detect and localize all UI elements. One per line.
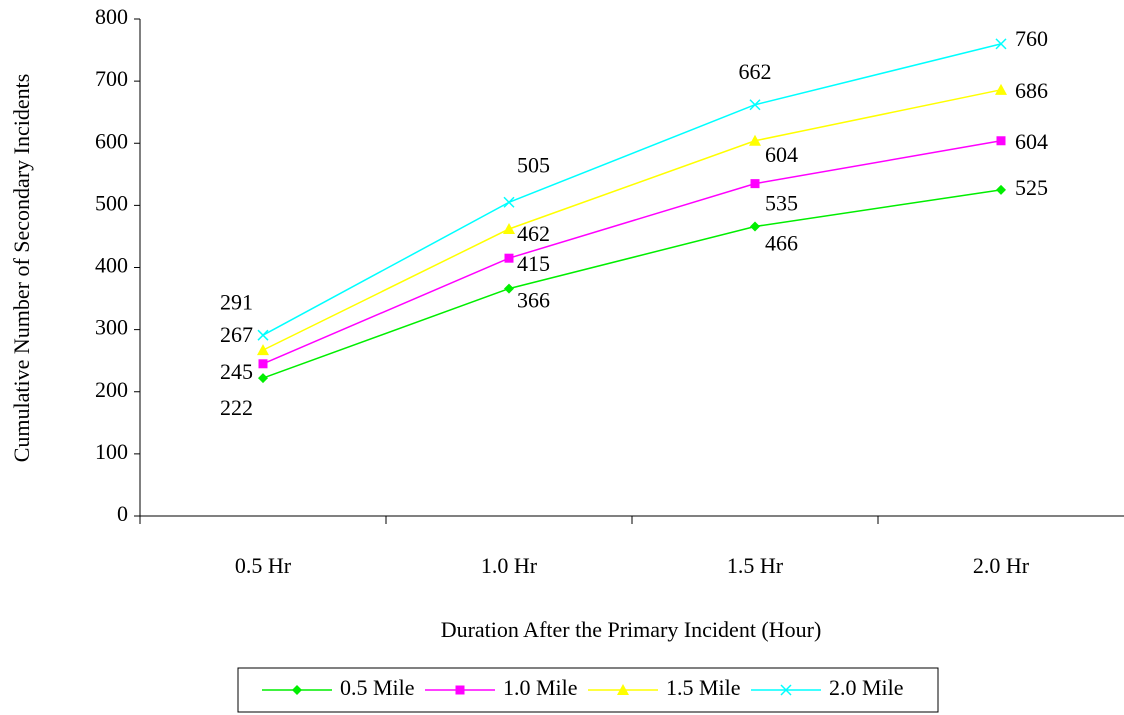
data-label: 686 [1015, 78, 1048, 103]
marker [503, 196, 515, 208]
marker [617, 684, 629, 695]
marker [780, 684, 792, 696]
marker [258, 373, 268, 384]
y-tick-label: 200 [95, 377, 128, 402]
marker [257, 344, 269, 356]
x-tick-label: 1.5 Hr [727, 553, 784, 578]
x-tick-label: 2.0 Hr [973, 553, 1030, 578]
data-label: 535 [765, 191, 798, 216]
y-tick-label: 500 [95, 190, 128, 215]
y-tick-label: 700 [95, 66, 128, 91]
legend-label: 1.0 Mile [503, 675, 578, 700]
data-label: 462 [517, 221, 550, 246]
y-tick-label: 800 [95, 4, 128, 29]
marker [257, 329, 269, 341]
y-tick-label: 300 [95, 315, 128, 340]
y-tick-label: 100 [95, 439, 128, 464]
series-line [262, 189, 1002, 379]
marker [503, 222, 515, 234]
legend-label: 0.5 Mile [340, 675, 415, 700]
y-axis-title: Cumulative Number of Secondary Incidents [9, 74, 34, 463]
data-label: 415 [517, 251, 550, 276]
y-tick-label: 400 [95, 253, 128, 278]
data-label: 760 [1015, 26, 1048, 51]
marker [504, 283, 514, 294]
x-tick-label: 1.0 Hr [481, 553, 538, 578]
data-label: 604 [765, 142, 798, 167]
legend-label: 1.5 Mile [666, 675, 741, 700]
series-line [262, 140, 1002, 365]
data-label: 662 [739, 59, 772, 84]
data-label: 505 [517, 152, 550, 177]
marker [995, 83, 1007, 95]
series-line [262, 43, 1002, 336]
legend-label: 2.0 Mile [829, 675, 904, 700]
marker [995, 38, 1007, 50]
y-tick-label: 0 [117, 501, 128, 526]
data-label: 466 [765, 231, 798, 256]
data-label: 604 [1015, 129, 1048, 154]
data-label: 245 [220, 359, 253, 384]
marker [996, 184, 1006, 195]
marker [749, 134, 761, 146]
marker [750, 179, 760, 189]
marker [996, 136, 1006, 146]
marker [504, 253, 514, 263]
series-line [262, 89, 1002, 351]
data-label: 267 [220, 322, 253, 347]
marker [750, 221, 760, 232]
marker [455, 685, 465, 695]
y-tick-label: 600 [95, 128, 128, 153]
x-axis-title: Duration After the Primary Incident (Hou… [441, 617, 822, 642]
marker [749, 99, 761, 111]
data-label: 222 [220, 395, 253, 420]
data-label: 366 [517, 288, 550, 313]
data-label: 525 [1015, 175, 1048, 200]
marker [258, 359, 268, 369]
x-tick-label: 0.5 Hr [235, 553, 292, 578]
data-label: 291 [220, 289, 253, 314]
marker [292, 685, 302, 695]
